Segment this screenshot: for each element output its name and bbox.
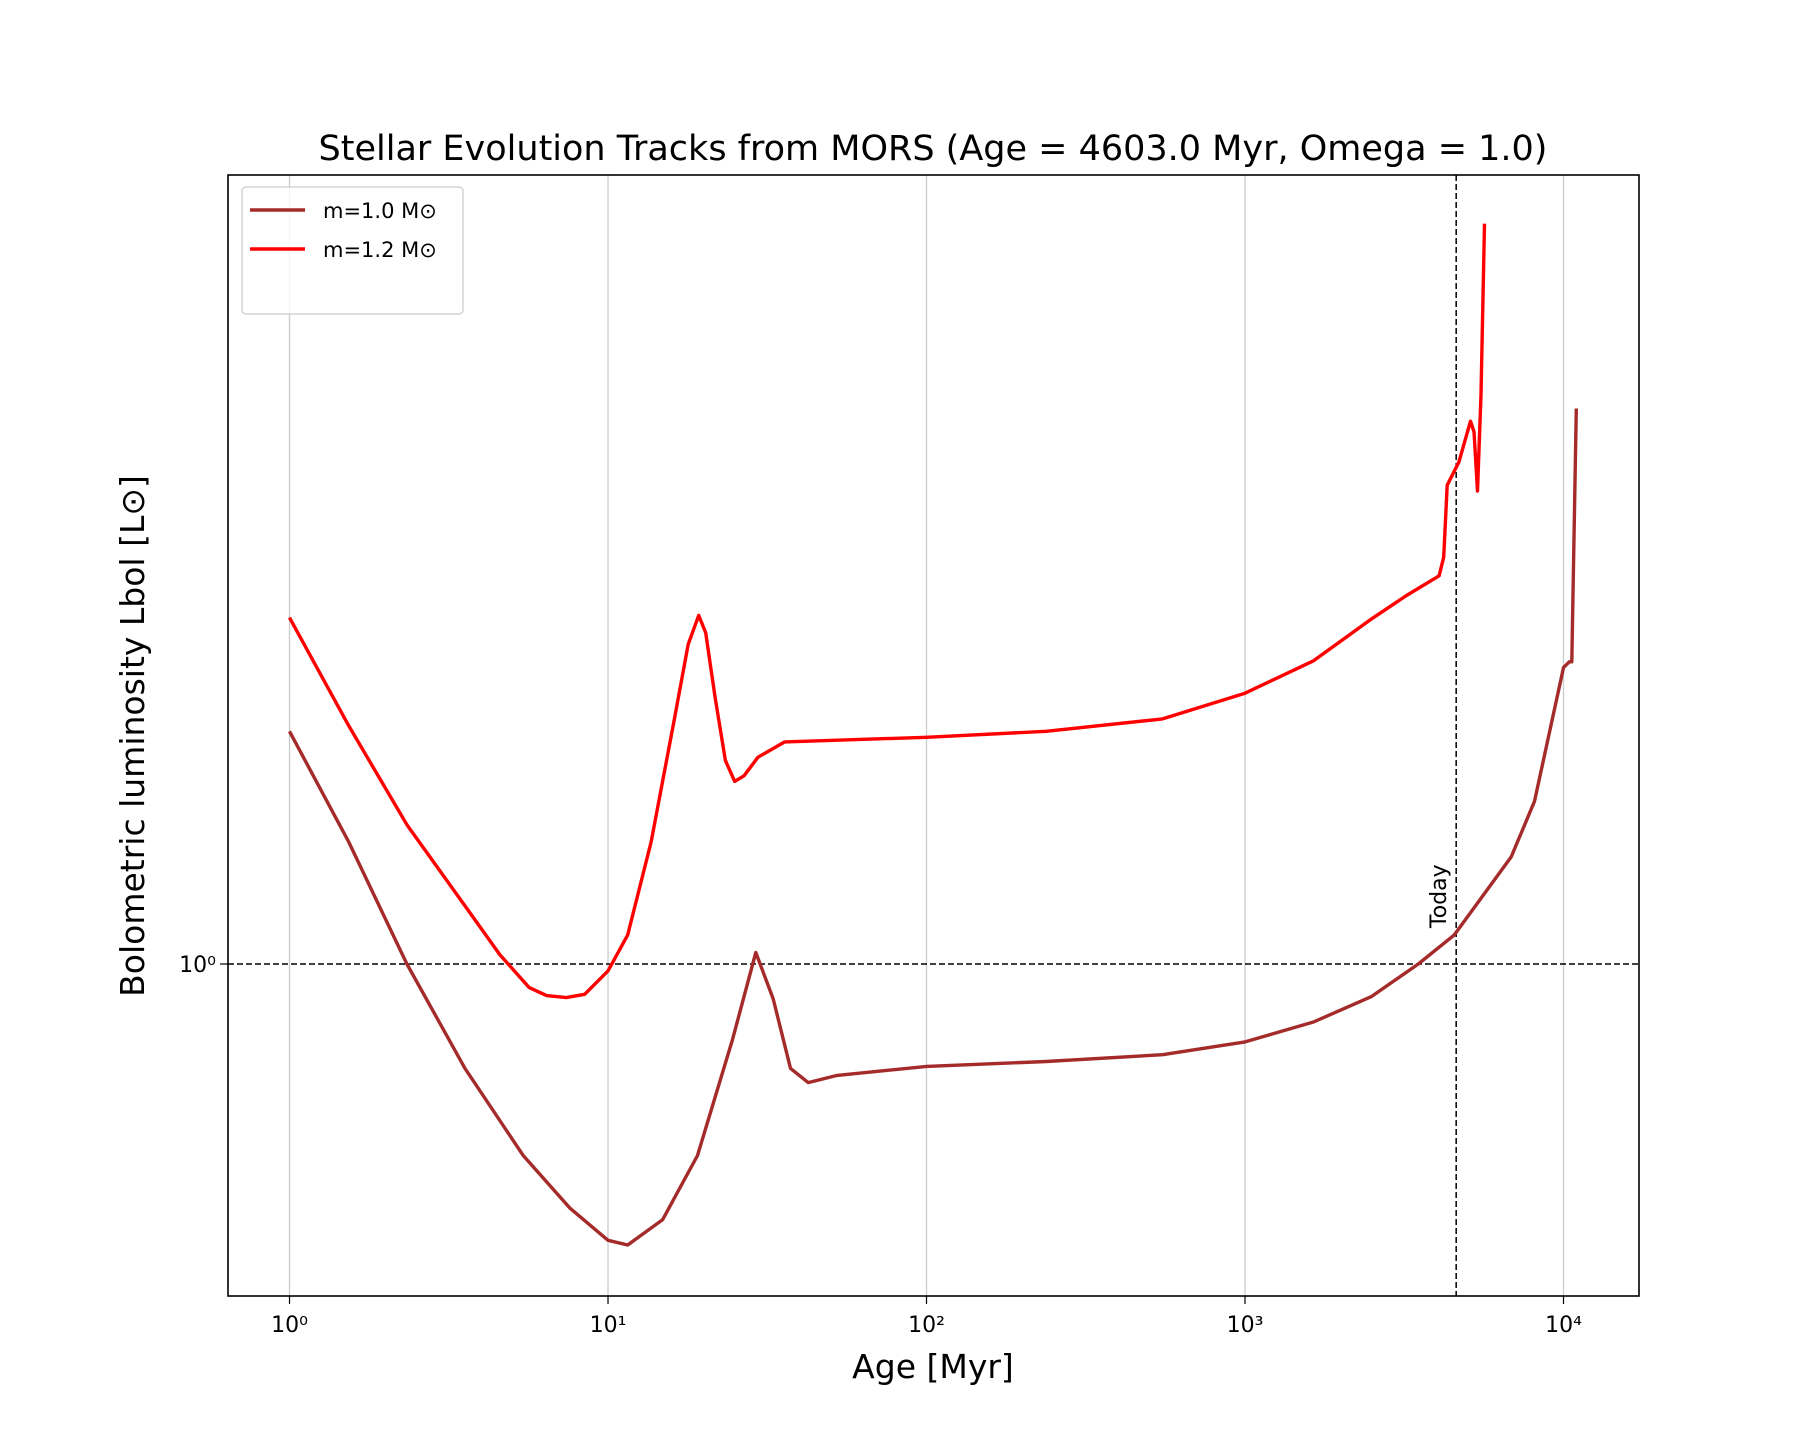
today-label: Today bbox=[1427, 864, 1452, 929]
y-tick-label: 10⁰ bbox=[179, 953, 216, 978]
legend-label: m=1.2 M⊙ bbox=[323, 238, 437, 262]
legend-box bbox=[241, 186, 464, 315]
x-tick-label: 10⁴ bbox=[1545, 1313, 1582, 1338]
x-tick-label: 10¹ bbox=[590, 1313, 627, 1338]
series-line bbox=[288, 223, 1487, 1000]
plot-frame bbox=[227, 174, 1640, 1297]
x-tick-label: 10³ bbox=[1227, 1313, 1264, 1338]
x-tick-label: 10⁰ bbox=[271, 1313, 308, 1338]
chart-title: Stellar Evolution Tracks from MORS (Age … bbox=[319, 129, 1548, 169]
x-tick-label: 10² bbox=[908, 1313, 945, 1338]
y-axis-label: Bolometric luminosity Lbol [L⊙] bbox=[113, 475, 152, 997]
series-line bbox=[288, 408, 1578, 1247]
legend-label: m=1.0 M⊙ bbox=[323, 199, 437, 223]
x-axis-label: Age [Myr] bbox=[852, 1347, 1014, 1386]
